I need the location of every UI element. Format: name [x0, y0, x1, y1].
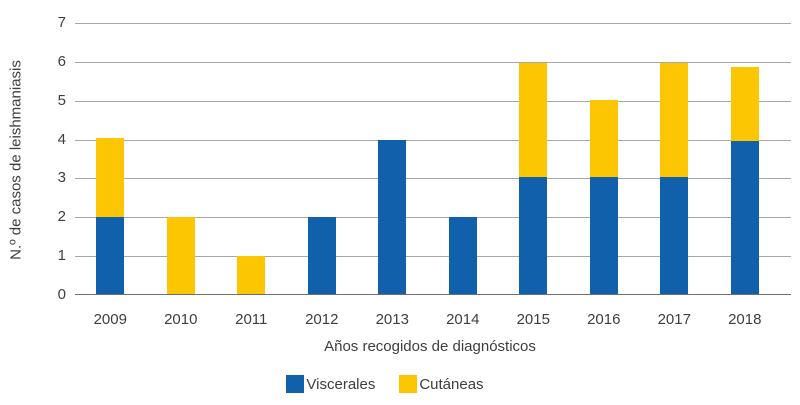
y-tick-label-7: 7	[57, 14, 66, 31]
legend-item-viscerales: Viscerales	[286, 375, 375, 393]
bar-2009-viscerales-segment	[96, 217, 125, 295]
x-tick-label-2018: 2018	[728, 311, 762, 328]
x-tick-label-2017: 2017	[657, 311, 691, 328]
x-tick-label-2014: 2014	[446, 311, 480, 328]
gridline-y-6	[75, 61, 791, 63]
x-tick-label-2013: 2013	[375, 311, 409, 328]
bar-2018-cutaneas-segment	[730, 66, 759, 141]
bar-2017-viscerales-segment	[660, 176, 689, 295]
x-tick-label-2011: 2011	[235, 311, 268, 328]
x-tick-label-2015: 2015	[516, 311, 550, 328]
bar-2016-cutaneas-segment	[589, 100, 618, 177]
gridline-y-3	[75, 178, 791, 180]
bar-2011-cutaneas-segment	[237, 256, 266, 295]
bar-2009-cutaneas-segment	[96, 137, 125, 218]
y-axis-tick-labels: 0 1 2 3 4 5 6 7	[0, 0, 66, 405]
y-tick-label-1: 1	[57, 247, 66, 265]
bar-2015-viscerales-segment	[519, 176, 548, 295]
legend-label-cutaneas: Cutáneas	[419, 375, 484, 393]
gridline-y-4	[75, 139, 791, 141]
gridline-y-1	[75, 256, 791, 258]
bar-2013-viscerales-segment	[378, 139, 407, 295]
x-tick-label-2016: 2016	[587, 311, 621, 328]
x-axis-title: Años recogidos de diagnósticos	[324, 338, 536, 355]
chart-legend: Viscerales Cutáneas	[0, 375, 770, 393]
legend-label-viscerales: Viscerales	[306, 375, 376, 393]
y-tick-label-3: 3	[57, 169, 66, 187]
bar-2010-cutaneas-segment	[166, 217, 195, 295]
plot-area	[75, 23, 791, 295]
y-tick-label-0: 0	[57, 286, 66, 303]
gridline-y-5	[75, 100, 791, 102]
y-tick-label-6: 6	[57, 52, 66, 70]
bar-2017-cutaneas-segment	[660, 62, 689, 177]
bar-2016-viscerales-segment	[589, 176, 618, 295]
bar-2012-viscerales-segment	[307, 217, 336, 295]
x-tick-label-2010: 2010	[164, 311, 198, 328]
legend-item-cutaneas: Cutáneas	[399, 375, 484, 393]
y-tick-label-4: 4	[57, 130, 66, 148]
bar-2015-cutaneas-segment	[519, 62, 548, 177]
viscerales-color-swatch	[286, 375, 305, 393]
cutaneas-color-swatch	[399, 375, 418, 393]
y-tick-label-5: 5	[57, 91, 66, 109]
y-tick-label-2: 2	[57, 208, 66, 226]
x-tick-label-2009: 2009	[93, 311, 127, 328]
gridline-y-7	[75, 23, 791, 24]
x-tick-label-2012: 2012	[305, 311, 339, 328]
bar-2014-viscerales-segment	[448, 217, 477, 295]
x-axis-baseline	[75, 294, 791, 295]
gridline-y-2	[75, 217, 791, 219]
bar-2018-viscerales-segment	[730, 140, 759, 295]
